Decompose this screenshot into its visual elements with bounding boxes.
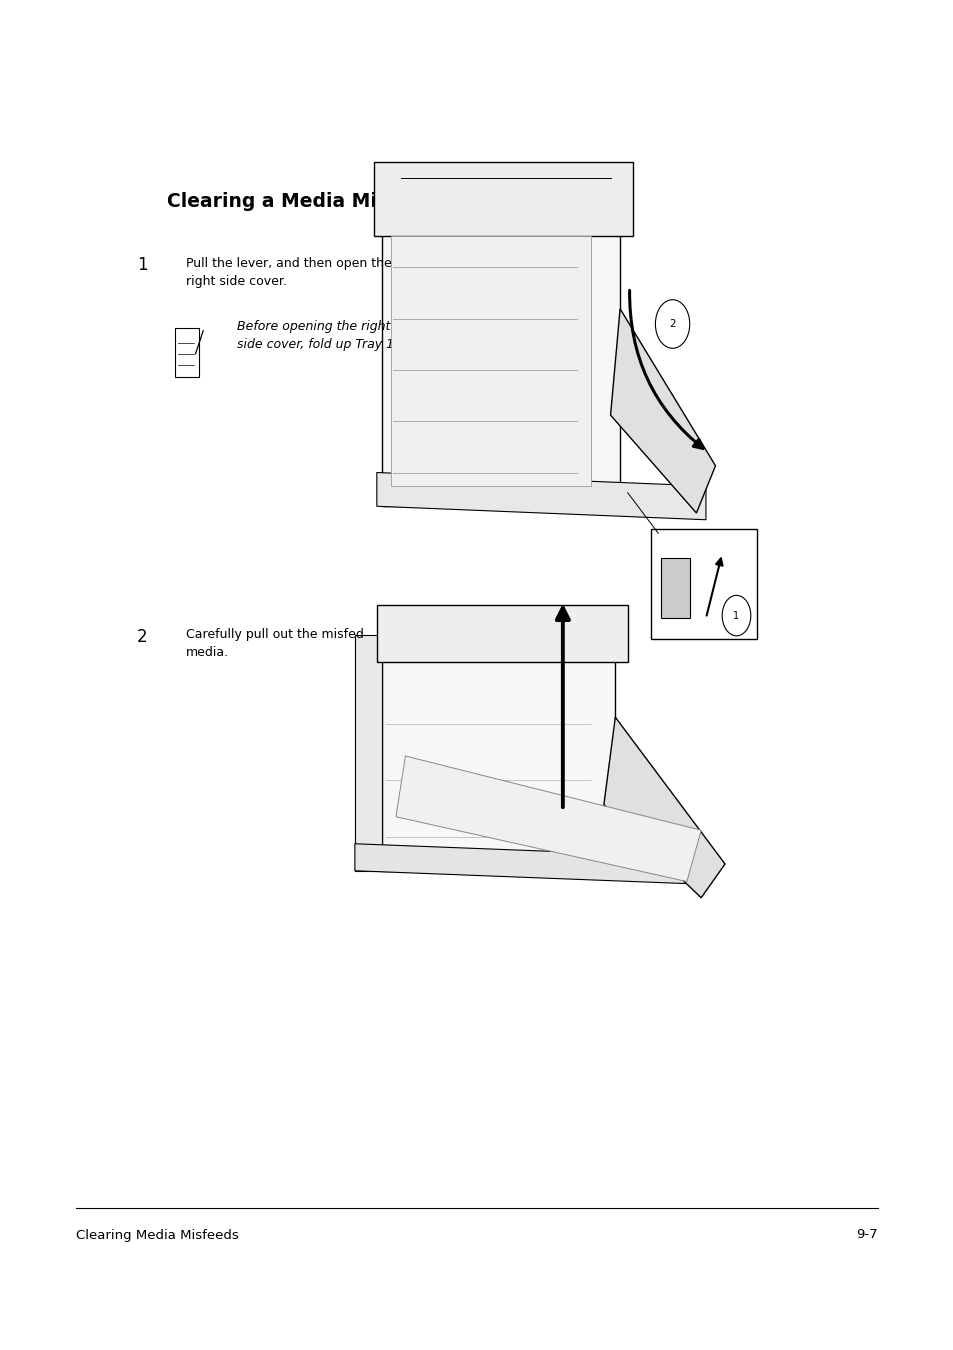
Polygon shape <box>395 756 700 882</box>
Polygon shape <box>376 472 705 520</box>
Polygon shape <box>610 309 715 513</box>
FancyBboxPatch shape <box>174 328 199 377</box>
Polygon shape <box>355 844 702 884</box>
FancyBboxPatch shape <box>650 529 756 639</box>
Text: Before opening the right
side cover, fold up Tray 1.: Before opening the right side cover, fol… <box>236 320 397 351</box>
FancyBboxPatch shape <box>381 634 615 871</box>
FancyBboxPatch shape <box>355 634 381 871</box>
Text: 9-7: 9-7 <box>855 1228 877 1242</box>
FancyBboxPatch shape <box>391 236 591 486</box>
Text: Clearing Media Misfeeds: Clearing Media Misfeeds <box>76 1228 239 1242</box>
Text: 1: 1 <box>733 610 739 621</box>
Polygon shape <box>603 717 724 898</box>
Text: 2: 2 <box>669 319 675 329</box>
Text: 2: 2 <box>137 628 148 645</box>
Text: 1: 1 <box>137 256 148 274</box>
FancyBboxPatch shape <box>374 162 633 236</box>
Circle shape <box>721 595 750 636</box>
FancyBboxPatch shape <box>660 558 689 618</box>
Circle shape <box>655 300 689 348</box>
Text: Pull the lever, and then open the
right side cover.: Pull the lever, and then open the right … <box>186 256 392 288</box>
FancyBboxPatch shape <box>376 605 627 662</box>
Text: Clearing a Media Misfeed in Tray 2: Clearing a Media Misfeed in Tray 2 <box>167 192 532 211</box>
Text: Carefully pull out the misfed
media.: Carefully pull out the misfed media. <box>186 628 363 659</box>
FancyBboxPatch shape <box>381 202 619 506</box>
